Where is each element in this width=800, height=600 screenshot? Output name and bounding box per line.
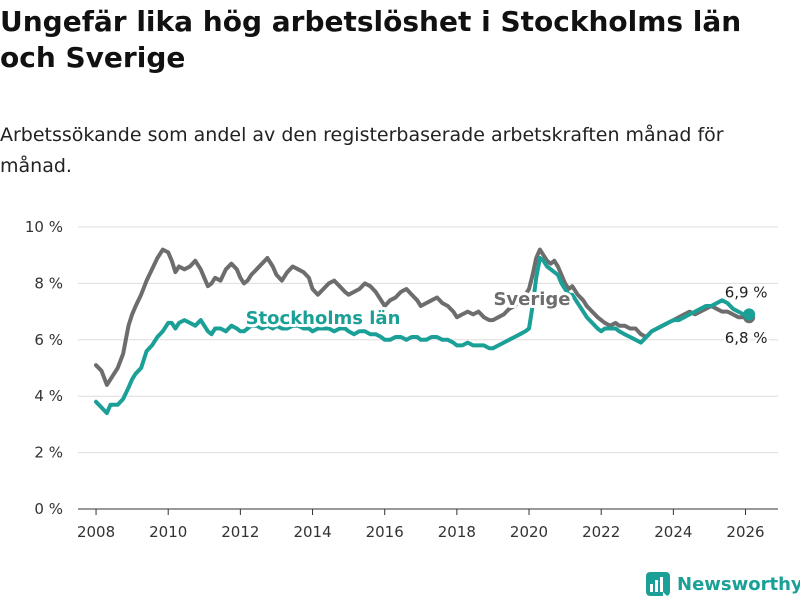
y-axis: 0 % 2 % 4 % 6 % 8 % 10 % bbox=[25, 218, 63, 518]
chart-subtitle: Arbetssökande som andel av den registerb… bbox=[0, 124, 724, 177]
x-tick-label: 2012 bbox=[221, 523, 259, 541]
x-axis: 2008 2010 2012 2014 2016 2018 2020 2022 2024 2026 bbox=[77, 509, 765, 541]
y-tick-label: 10 % bbox=[25, 218, 63, 236]
end-point-stockholms-l-n bbox=[743, 308, 756, 321]
y-tick-label: 0 % bbox=[34, 500, 63, 518]
y-tick-label: 6 % bbox=[34, 331, 63, 349]
series-labels: Sverige Stockholms län 6,9 % 6,8 % bbox=[243, 281, 770, 349]
series-line-stockholms-l-n bbox=[94, 256, 752, 416]
x-tick-label: 2008 bbox=[77, 523, 115, 541]
x-tick-label: 2024 bbox=[654, 523, 692, 541]
y-tick-label: 8 % bbox=[34, 274, 63, 292]
x-tick-label: 2020 bbox=[510, 523, 548, 541]
x-tick-label: 2022 bbox=[582, 523, 620, 541]
series-line-sverige bbox=[94, 247, 752, 387]
y-tick-label: 4 % bbox=[34, 387, 63, 405]
brand-logo[interactable]: Newsworthy bbox=[645, 570, 800, 598]
x-tick-label: 2026 bbox=[726, 523, 764, 541]
end-value-label: 6,9 % bbox=[725, 283, 768, 301]
brand-name: Newsworthy bbox=[677, 573, 800, 595]
chart-title: Ungefär lika hög arbetslöshet i Stockhol… bbox=[0, 5, 742, 74]
y-tick-label: 2 % bbox=[34, 444, 63, 462]
line-chart: 0 % 2 % 4 % 6 % 8 % 10 % 2008 2010 2012 2014 2016… bbox=[25, 218, 778, 541]
series-label: Stockholms län bbox=[246, 308, 401, 329]
newsworthy-logo-icon bbox=[646, 572, 670, 596]
end-value-label: 6,8 % bbox=[725, 329, 768, 347]
x-tick-label: 2016 bbox=[366, 523, 404, 541]
x-tick-label: 2014 bbox=[293, 523, 331, 541]
series-lines bbox=[94, 247, 756, 416]
x-tick-label: 2018 bbox=[438, 523, 476, 541]
series-label: Sverige bbox=[493, 289, 570, 310]
x-tick-label: 2010 bbox=[149, 523, 187, 541]
